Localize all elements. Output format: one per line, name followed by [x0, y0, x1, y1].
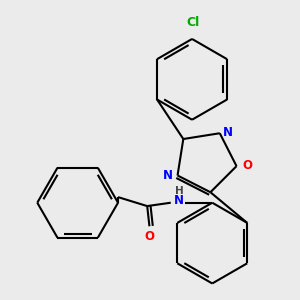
Text: Cl: Cl — [187, 16, 200, 29]
Text: N: N — [174, 194, 184, 207]
Text: N: N — [223, 126, 233, 139]
Text: O: O — [144, 230, 154, 243]
Text: N: N — [163, 169, 173, 182]
Text: O: O — [242, 158, 252, 172]
Text: H: H — [175, 187, 184, 196]
